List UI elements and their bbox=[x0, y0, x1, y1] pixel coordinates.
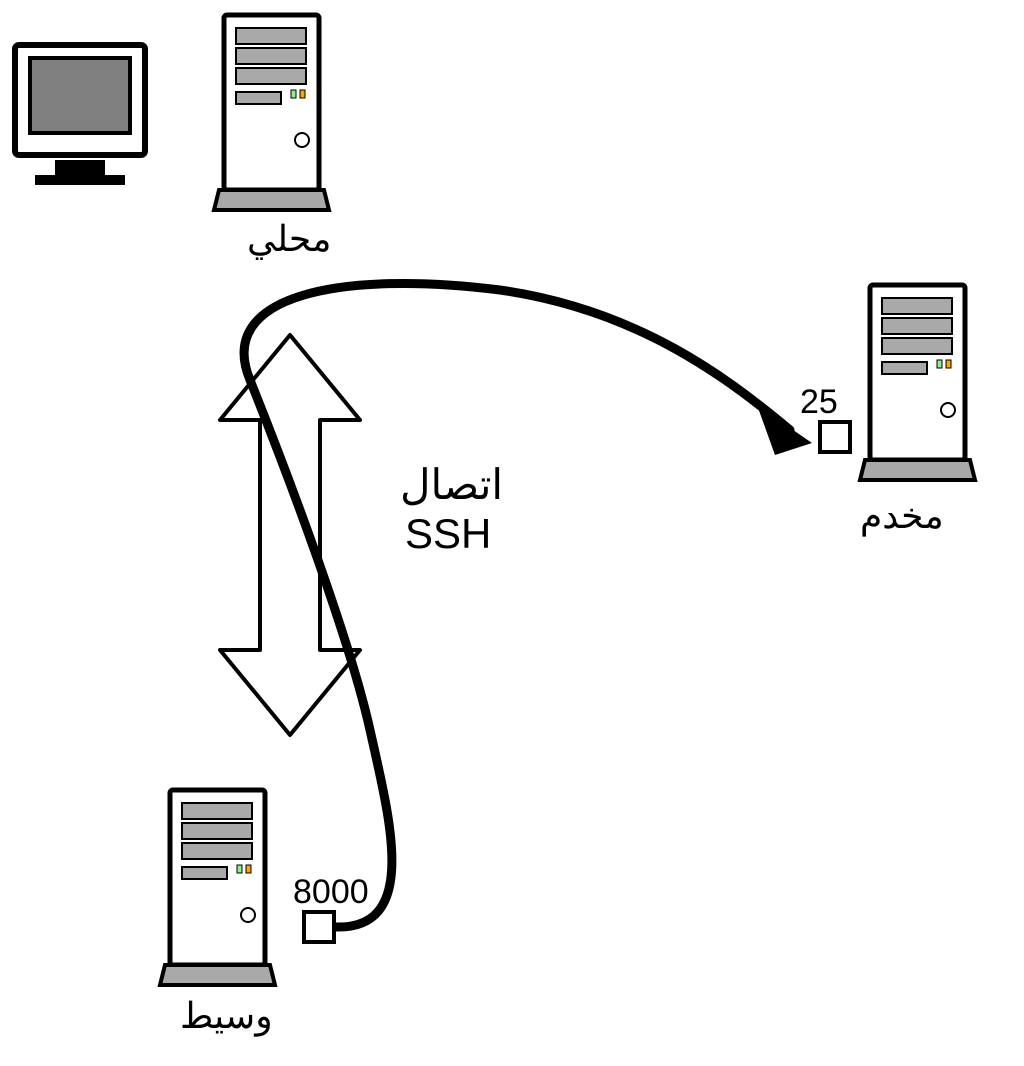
port-25-label: 25 bbox=[800, 383, 838, 422]
ssh-tunnel-diagram: محلي وسيط مخدم 25 8000 اتصال SSH bbox=[0, 0, 1024, 1061]
intermediate-tower-icon bbox=[160, 790, 275, 985]
ssh-double-arrow-icon bbox=[220, 335, 360, 735]
port-box-25 bbox=[820, 422, 850, 452]
port-box-8000 bbox=[304, 912, 334, 942]
server-label: مخدم bbox=[860, 495, 940, 537]
local-tower-icon bbox=[214, 15, 329, 210]
ssh-connection-label-line1: اتصال bbox=[400, 460, 503, 509]
port-8000-label: 8000 bbox=[293, 873, 369, 912]
monitor-icon bbox=[15, 45, 145, 185]
ssh-connection-label-line2: SSH bbox=[405, 510, 491, 558]
intermediate-label: وسيط bbox=[180, 995, 260, 1037]
local-label: محلي bbox=[247, 218, 307, 260]
server-tower-icon bbox=[860, 285, 975, 480]
